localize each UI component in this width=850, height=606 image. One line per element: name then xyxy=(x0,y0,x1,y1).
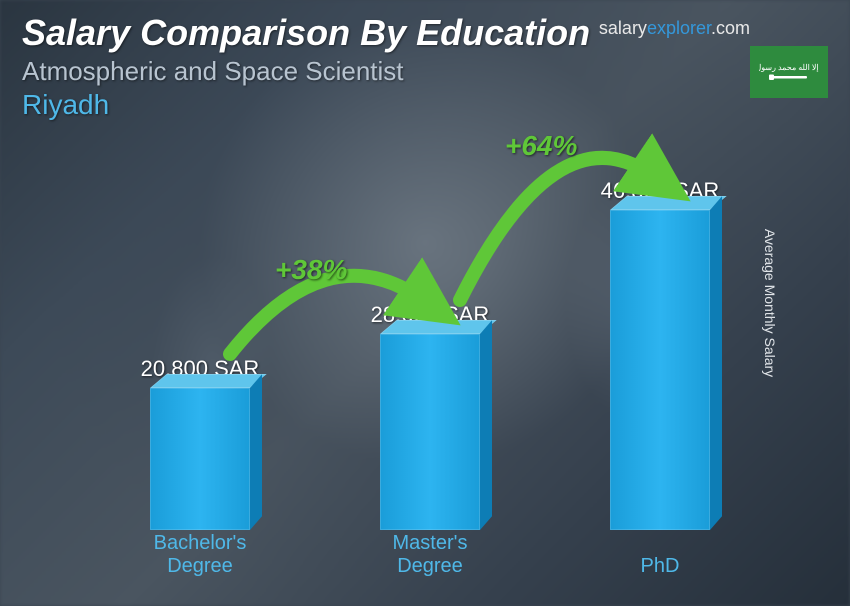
percentage-increase-label: +38% xyxy=(275,254,347,286)
bar-group: 46,800 SAR xyxy=(600,178,720,530)
bar-chart: 20,800 SARBachelor'sDegree 28,600 SARMast… xyxy=(60,160,790,578)
bar xyxy=(150,388,250,530)
chart-subtitle: Atmospheric and Space Scientist xyxy=(22,56,828,87)
bar-group: 28,600 SAR xyxy=(370,302,490,530)
bar xyxy=(610,210,710,530)
bar xyxy=(380,334,480,530)
bar-category-label: PhD xyxy=(580,555,740,578)
percentage-increase-label: +64% xyxy=(505,130,577,162)
brand-label: salaryexplorer.com xyxy=(599,18,750,39)
bar-category-label: Bachelor'sDegree xyxy=(120,532,280,578)
bar-group: 20,800 SAR xyxy=(140,356,260,530)
bar-category-label: Master'sDegree xyxy=(350,532,510,578)
flag-icon: لا إله إلا الله محمد رسول الله xyxy=(750,46,828,98)
chart-city: Riyadh xyxy=(22,89,828,121)
svg-text:لا إله إلا الله محمد رسول الله: لا إله إلا الله محمد رسول الله xyxy=(759,63,819,72)
